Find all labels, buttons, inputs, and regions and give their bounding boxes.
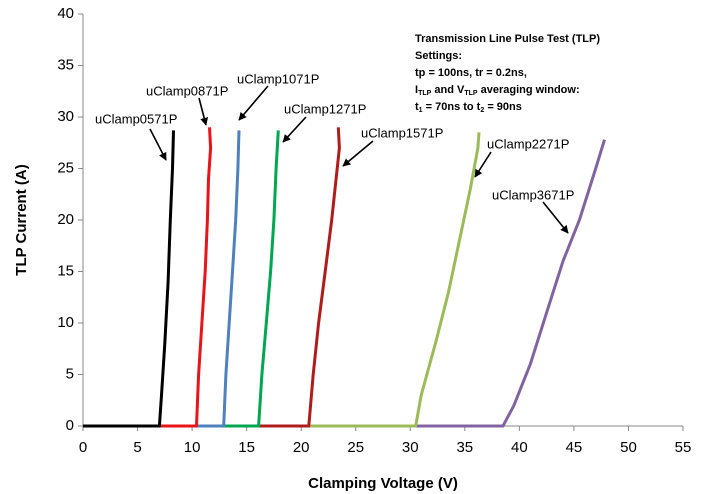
series-line xyxy=(83,139,606,428)
x-axis-title: Clamping Voltage (V) xyxy=(308,475,458,492)
x-tick-label: 15 xyxy=(238,439,255,456)
label-arrow xyxy=(238,85,269,121)
annotation-text: Transmission Line Pulse Test (TLP) xyxy=(415,33,600,45)
annotation-line: Settings: xyxy=(415,50,462,62)
annotation-text: I xyxy=(415,84,418,96)
annotation-subscript: 1 xyxy=(419,107,423,114)
series-line xyxy=(83,130,175,428)
x-tick-label: 40 xyxy=(511,439,528,456)
annotation-text: = 90ns xyxy=(484,101,522,113)
series-label: uClamp1271P xyxy=(284,101,366,116)
series-line xyxy=(83,130,241,428)
annotation-subscript: 2 xyxy=(480,107,484,114)
series-label: uClamp3671P xyxy=(492,187,574,202)
y-axis-title: TLP Current (A) xyxy=(13,164,30,275)
label-arrow xyxy=(342,140,374,167)
annotation-line: ITLP​ and VTLP​ averaging window: xyxy=(415,84,580,97)
series-line xyxy=(83,132,481,428)
annotation-subscript: TLP xyxy=(464,90,478,97)
x-tick-label: 10 xyxy=(184,439,201,456)
x-tick-label: 25 xyxy=(347,439,364,456)
y-tick-label: 5 xyxy=(66,365,74,382)
y-tick-label: 20 xyxy=(57,211,74,228)
x-tick-label: 50 xyxy=(620,439,637,456)
annotation-line: t1​ = 70ns to t2​ = 90ns xyxy=(415,101,522,114)
x-tick-label: 5 xyxy=(133,439,141,456)
label-arrow xyxy=(198,97,209,126)
label-arrow xyxy=(542,201,569,234)
y-tick-label: 0 xyxy=(66,417,74,434)
y-tick-label: 40 xyxy=(57,5,74,22)
y-tick-label: 25 xyxy=(57,159,74,176)
annotation-subscript: TLP xyxy=(418,90,432,97)
series-label: uClamp1571P xyxy=(361,125,443,140)
annotation-text: and V xyxy=(431,84,465,96)
x-tick-label: 0 xyxy=(79,439,87,456)
series-label: uClamp2271P xyxy=(487,136,569,151)
series-line xyxy=(83,127,341,428)
annotation-line: Transmission Line Pulse Test (TLP) xyxy=(415,33,600,45)
x-tick-label: 30 xyxy=(402,439,419,456)
series-label: uClamp1071P xyxy=(237,71,319,86)
y-tick-label: 30 xyxy=(57,108,74,125)
series-label: uClamp0871P xyxy=(146,83,228,98)
label-arrow xyxy=(149,128,167,161)
x-tick-label: 45 xyxy=(566,439,583,456)
series-line xyxy=(83,127,213,428)
annotation-text: averaging window: xyxy=(478,84,580,96)
y-tick-label: 10 xyxy=(57,314,74,331)
label-arrow xyxy=(282,116,307,143)
series-label: uClamp0571P xyxy=(95,111,177,126)
y-tick-label: 35 xyxy=(57,56,74,73)
series-line xyxy=(83,130,280,428)
x-tick-label: 55 xyxy=(675,439,692,456)
annotation-text: Settings: xyxy=(415,50,462,62)
x-tick-label: 35 xyxy=(456,439,473,456)
annotation-box xyxy=(405,28,610,118)
annotation-text: = 70ns to t xyxy=(423,101,481,113)
annotation-text: t xyxy=(415,101,419,113)
annotation-line: tp = 100ns, tr = 0.2ns, xyxy=(415,67,527,79)
annotation-text: tp = 100ns, tr = 0.2ns, xyxy=(415,67,527,79)
y-tick-label: 15 xyxy=(57,262,74,279)
label-arrow xyxy=(474,151,492,178)
x-tick-label: 20 xyxy=(293,439,310,456)
